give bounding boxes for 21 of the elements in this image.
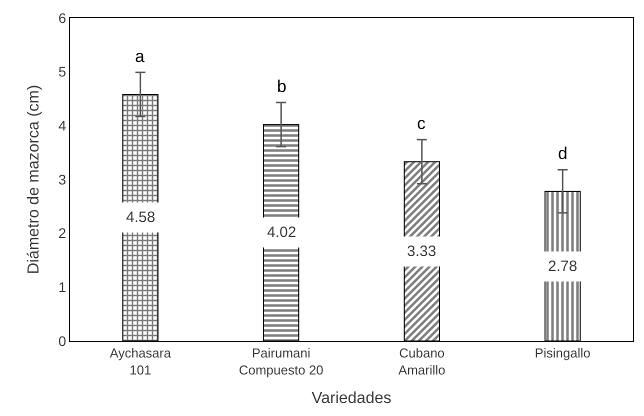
y-tick-label: 4	[58, 118, 66, 134]
annotation: d	[558, 144, 568, 163]
y-axis-title: Diámetro de mazorca (cm)	[25, 84, 42, 274]
annotation: a	[135, 47, 145, 66]
x-tick-label: Pairumani Compuesto 20	[238, 346, 324, 378]
y-tick-label: 6	[58, 10, 66, 26]
x-tick-label: Cubano Amarillo	[398, 346, 446, 378]
annotation: b	[277, 77, 286, 96]
data-label: 3.33	[407, 243, 436, 260]
data-label: 4.58	[126, 209, 156, 226]
data-label: 4.02	[267, 224, 296, 241]
y-tick-label: 3	[58, 171, 66, 188]
data-label: 2.78	[548, 258, 578, 275]
x-axis-title: Variedades	[312, 390, 392, 408]
y-tick-label: 0	[58, 332, 66, 349]
x-tick-label: Pisingallo	[534, 346, 590, 361]
annotation: c	[417, 114, 426, 133]
y-tick-label: 2	[58, 225, 66, 242]
y-tick-label: 1	[58, 279, 66, 296]
y-tick-label: 5	[58, 64, 66, 80]
x-tick-label: Aychasara 101	[110, 346, 172, 378]
